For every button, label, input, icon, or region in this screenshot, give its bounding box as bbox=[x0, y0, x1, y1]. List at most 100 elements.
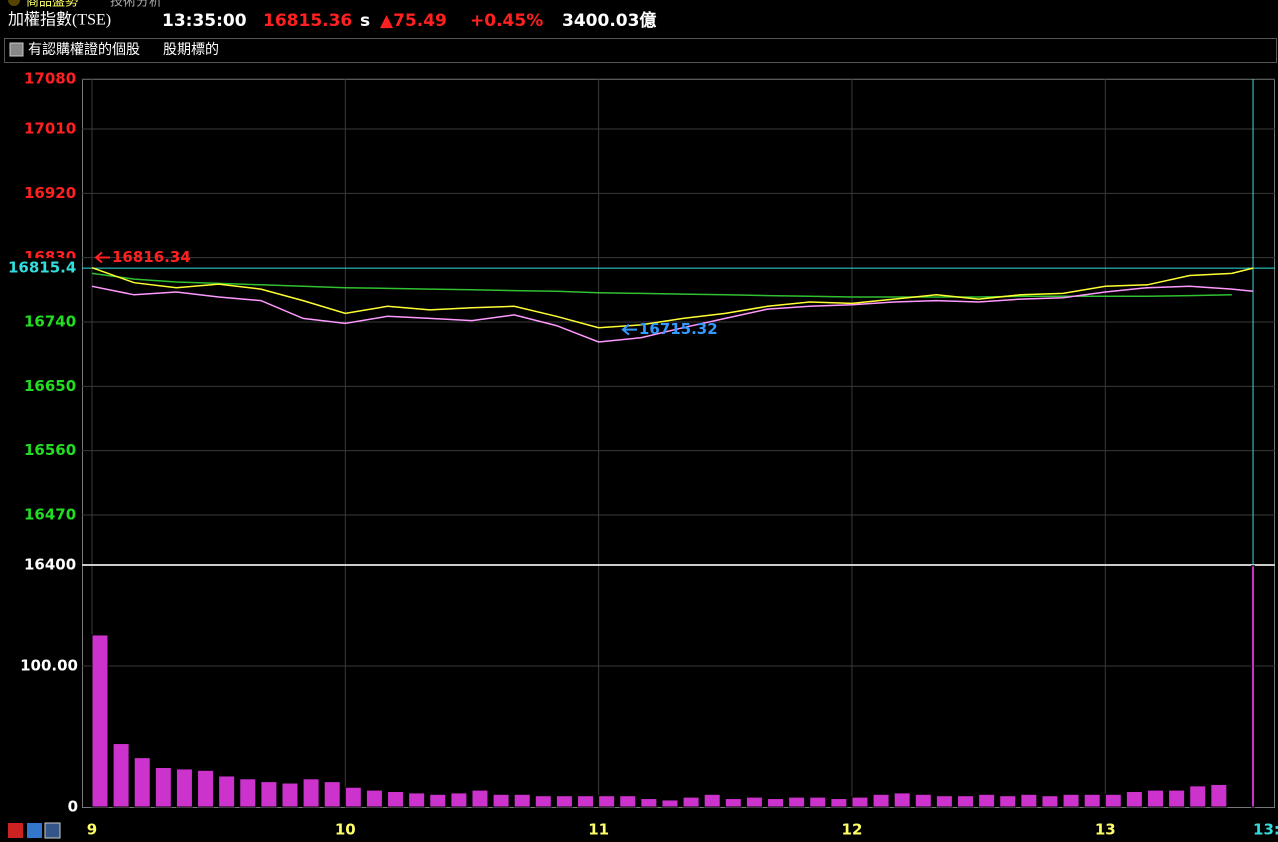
volume-bar bbox=[1251, 565, 1256, 808]
volume-bar bbox=[1210, 783, 1228, 808]
volume-bar bbox=[218, 775, 236, 808]
volume-bar bbox=[154, 767, 172, 808]
volume-bar bbox=[661, 799, 679, 808]
volume-bar bbox=[957, 795, 975, 808]
y-tick-label: 16560 bbox=[24, 441, 76, 459]
volume-bar bbox=[1147, 789, 1165, 808]
volume-bar bbox=[872, 793, 890, 808]
tab[interactable]: 技術分析 bbox=[110, 0, 162, 10]
volume-bar bbox=[1104, 793, 1122, 808]
x-tick-label: 9 bbox=[87, 821, 97, 839]
volume-bar bbox=[91, 634, 109, 808]
volume-bar bbox=[281, 782, 299, 808]
series-line bbox=[91, 272, 1232, 298]
volume-bar bbox=[408, 792, 426, 808]
volume-bar bbox=[830, 798, 848, 808]
volume-bar bbox=[471, 789, 489, 808]
volume-bar bbox=[555, 795, 573, 808]
volume-bar bbox=[1020, 793, 1038, 808]
x-tick-label: 13:35:00 bbox=[1253, 821, 1278, 839]
volume-bar bbox=[703, 793, 721, 808]
y-tick-label: 17080 bbox=[24, 70, 76, 88]
status-icons bbox=[8, 822, 61, 839]
volume-bar bbox=[1041, 795, 1059, 808]
volume-bar bbox=[788, 796, 806, 808]
volume-bar bbox=[534, 795, 552, 808]
volume-bar bbox=[365, 789, 383, 808]
annotation-label: 16816.34 bbox=[112, 248, 191, 266]
volume-bar bbox=[893, 792, 911, 808]
reference-label: 16815.4 bbox=[8, 259, 76, 277]
volume-bar bbox=[1125, 790, 1143, 808]
annotation-arrow bbox=[94, 251, 110, 264]
y-tick-label: 16740 bbox=[24, 313, 76, 331]
toolbar-item[interactable]: 股期標的 bbox=[163, 42, 219, 58]
y-tick-label: 100.00 bbox=[20, 656, 78, 674]
x-tick-label: 11 bbox=[588, 821, 609, 839]
volume-bar bbox=[133, 757, 151, 808]
volume-bar bbox=[302, 778, 320, 808]
volume-bar bbox=[999, 795, 1017, 808]
icon[interactable] bbox=[27, 823, 42, 838]
price-suffix: s bbox=[360, 11, 370, 31]
volume-bar bbox=[513, 793, 531, 808]
volume-bar bbox=[175, 768, 193, 808]
x-tick-label: 12 bbox=[842, 821, 863, 839]
toolbar bbox=[4, 38, 1277, 63]
y-tick-label: 0 bbox=[68, 798, 78, 816]
annotation-arrow bbox=[621, 323, 637, 336]
annotation-label: 16715.32 bbox=[639, 320, 718, 338]
volume-bar bbox=[387, 790, 405, 808]
volume-bar bbox=[577, 795, 595, 808]
volume-bar bbox=[809, 796, 827, 808]
volume-bar bbox=[1168, 789, 1186, 808]
volume-bar bbox=[724, 798, 742, 808]
volume-bar bbox=[767, 798, 785, 808]
series-line bbox=[91, 285, 1254, 343]
y-tick-label: 16920 bbox=[24, 184, 76, 202]
volume-bar bbox=[851, 796, 869, 808]
quote-time: 13:35:00 bbox=[162, 11, 247, 31]
y-tick-label: 16470 bbox=[24, 505, 76, 523]
volume-bar bbox=[1189, 785, 1207, 808]
volume-bar bbox=[914, 793, 932, 808]
symbol-name: 加權指數(TSE) bbox=[8, 11, 111, 29]
volume-bar bbox=[260, 781, 278, 808]
quote-price: 16815.36 bbox=[263, 11, 352, 31]
toolbar-item[interactable]: 有認購權證的個股 bbox=[28, 41, 140, 58]
volume-bar bbox=[619, 795, 637, 808]
y-tick-label: 16650 bbox=[24, 377, 76, 395]
volume-bar bbox=[197, 769, 215, 808]
volume-bar bbox=[492, 793, 510, 808]
volume-bar bbox=[450, 792, 468, 808]
volume-bar bbox=[344, 786, 362, 808]
volume-bar bbox=[1083, 793, 1101, 808]
ref-label-bg bbox=[4, 258, 80, 279]
volume-bar bbox=[239, 778, 257, 808]
x-tick-label: 10 bbox=[335, 821, 356, 839]
checkbox[interactable] bbox=[9, 42, 24, 57]
quote-change: ▲75.49 bbox=[380, 11, 447, 31]
volume-bar bbox=[112, 743, 130, 808]
quote-amount: 3400.03億 bbox=[562, 10, 656, 31]
tab[interactable]: 商品盤勢 bbox=[26, 0, 78, 10]
icon[interactable] bbox=[44, 822, 61, 839]
volume-bar bbox=[682, 796, 700, 808]
volume-bar bbox=[1062, 793, 1080, 808]
volume-bar bbox=[598, 795, 616, 808]
y-tick-label: 17010 bbox=[24, 120, 76, 138]
volume-bar bbox=[745, 796, 763, 808]
volume-bar bbox=[935, 795, 953, 808]
y-tick-label: 16400 bbox=[24, 556, 76, 574]
volume-bar bbox=[323, 781, 341, 808]
volume-bar bbox=[640, 798, 658, 808]
x-tick-label: 13 bbox=[1095, 821, 1116, 839]
tab-icon bbox=[8, 0, 20, 6]
volume-bar bbox=[978, 793, 996, 808]
quote-percent: +0.45% bbox=[470, 11, 543, 31]
volume-bar bbox=[429, 793, 447, 808]
series-line bbox=[91, 266, 1254, 329]
icon[interactable] bbox=[8, 823, 23, 838]
